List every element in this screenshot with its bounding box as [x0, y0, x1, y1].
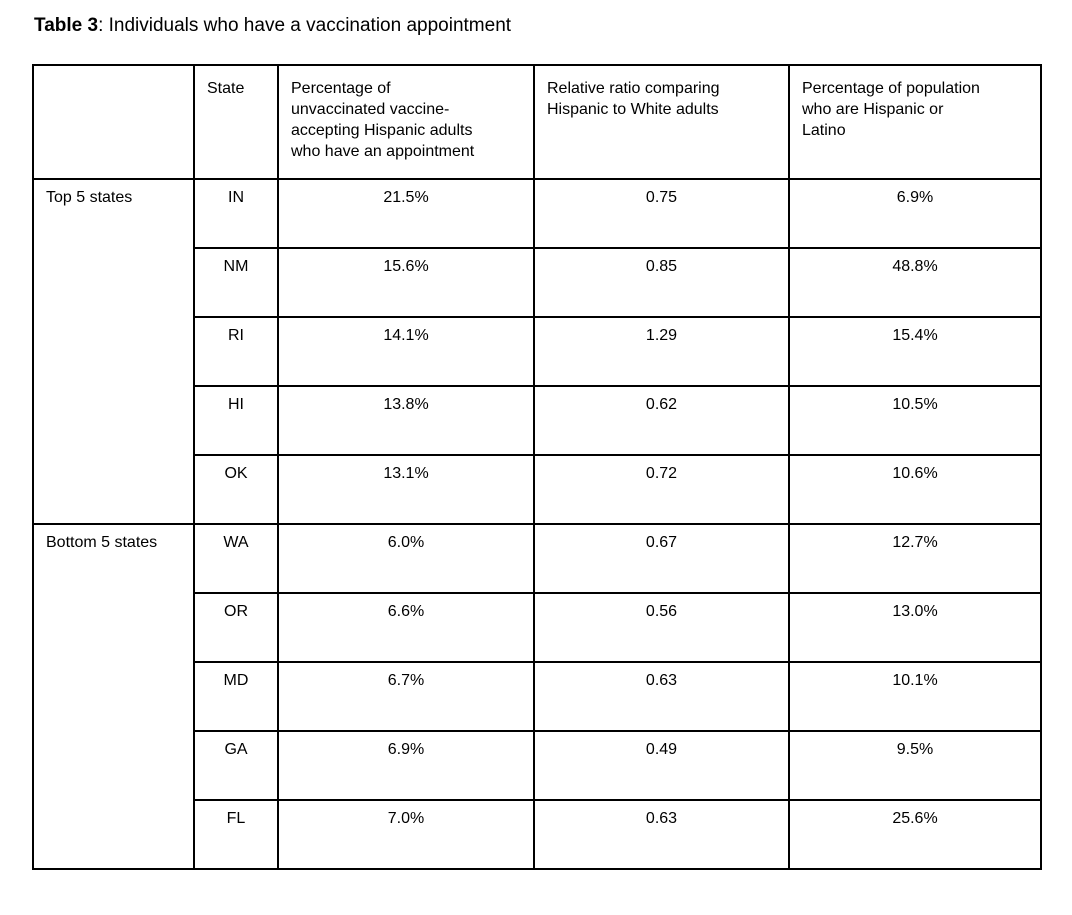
state-cell: NM: [193, 247, 279, 318]
state-cell: RI: [193, 316, 279, 387]
table-row: GA 6.9% 0.49 9.5%: [33, 730, 1042, 801]
group-label-bottom5: Bottom 5 states: [32, 523, 195, 870]
hispanic-population-pct-cell: 10.5%: [788, 385, 1042, 456]
table-header-row: State Percentage of unvaccinated vaccine…: [32, 64, 1042, 180]
relative-ratio-cell: 0.56: [533, 592, 790, 663]
appointment-pct-cell: 6.0%: [277, 523, 535, 594]
state-cell: HI: [193, 385, 279, 456]
state-column-header: State: [193, 64, 279, 180]
relative-ratio-cell: 0.63: [533, 799, 790, 870]
hispanic-population-pct-cell: 10.1%: [788, 661, 1042, 732]
table-row: Top 5 states IN 21.5% 0.75 6.9%: [32, 178, 1042, 525]
table-row: OR 6.6% 0.56 13.0%: [33, 592, 1042, 663]
state-cell: FL: [193, 799, 279, 870]
appointment-pct-cell: 21.5%: [277, 178, 535, 249]
appointment-pct-cell: 15.6%: [277, 247, 535, 318]
relative-ratio-cell: 1.29: [533, 316, 790, 387]
relative-ratio-cell: 0.85: [533, 247, 790, 318]
relative-ratio-cell: 0.63: [533, 661, 790, 732]
appointment-pct-cell: 6.6%: [277, 592, 535, 663]
table-row: Bottom 5 states WA 6.0% 0.67 12.7%: [32, 523, 1042, 870]
hispanic-population-header-text: Percentage of population who are Hispani…: [802, 80, 980, 139]
appointment-pct-cell: 7.0%: [277, 799, 535, 870]
appointment-pct-cell: 14.1%: [277, 316, 535, 387]
table-row: HI 13.8% 0.62 10.5%: [33, 385, 1042, 456]
table-row: RI 14.1% 1.29 15.4%: [33, 316, 1042, 387]
relative-ratio-cell: 0.75: [533, 178, 790, 249]
table-row: NM 15.6% 0.85 48.8%: [33, 247, 1042, 318]
vaccination-appointment-table: State Percentage of unvaccinated vaccine…: [32, 64, 1042, 870]
hispanic-population-pct-cell: 13.0%: [788, 592, 1042, 663]
appointment-pct-cell: 6.7%: [277, 661, 535, 732]
state-cell: WA: [193, 523, 279, 594]
appointment-pct-cell: 13.8%: [277, 385, 535, 456]
hispanic-population-pct-cell: 25.6%: [788, 799, 1042, 870]
hispanic-population-pct-cell: 9.5%: [788, 730, 1042, 801]
appointment-pct-cell: 6.9%: [277, 730, 535, 801]
relative-ratio-cell: 0.49: [533, 730, 790, 801]
state-cell: OR: [193, 592, 279, 663]
appointment-pct-header-text: Percentage of unvaccinated vaccine-accep…: [291, 80, 475, 160]
hispanic-population-pct-cell: 48.8%: [788, 247, 1042, 318]
appointment-pct-column-header: Percentage of unvaccinated vaccine-accep…: [277, 64, 535, 180]
table-row: FL 7.0% 0.63 25.6%: [33, 799, 1042, 870]
corner-header-cell: [32, 64, 195, 180]
table-caption-number: Table 3: [34, 15, 99, 36]
hispanic-population-pct-cell: 10.6%: [788, 454, 1042, 525]
hispanic-population-pct-cell: 6.9%: [788, 178, 1042, 249]
state-cell: GA: [193, 730, 279, 801]
relative-ratio-header-text: Relative ratio comparing Hispanic to Whi…: [547, 80, 720, 118]
relative-ratio-cell: 0.62: [533, 385, 790, 456]
state-cell: IN: [193, 178, 279, 249]
appointment-pct-cell: 13.1%: [277, 454, 535, 525]
table-row: OK 13.1% 0.72 10.6%: [33, 454, 1042, 525]
relative-ratio-cell: 0.72: [533, 454, 790, 525]
table-row: MD 6.7% 0.63 10.1%: [33, 661, 1042, 732]
state-cell: MD: [193, 661, 279, 732]
state-cell: OK: [193, 454, 279, 525]
hispanic-population-pct-cell: 12.7%: [788, 523, 1042, 594]
hispanic-population-pct-cell: 15.4%: [788, 316, 1042, 387]
hispanic-population-column-header: Percentage of population who are Hispani…: [788, 64, 1042, 180]
table-caption: Table 3: Individuals who have a vaccinat…: [34, 15, 1072, 37]
group-label-top5: Top 5 states: [32, 178, 195, 525]
relative-ratio-cell: 0.67: [533, 523, 790, 594]
relative-ratio-column-header: Relative ratio comparing Hispanic to Whi…: [533, 64, 790, 180]
table-caption-text: : Individuals who have a vaccination app…: [98, 15, 512, 36]
